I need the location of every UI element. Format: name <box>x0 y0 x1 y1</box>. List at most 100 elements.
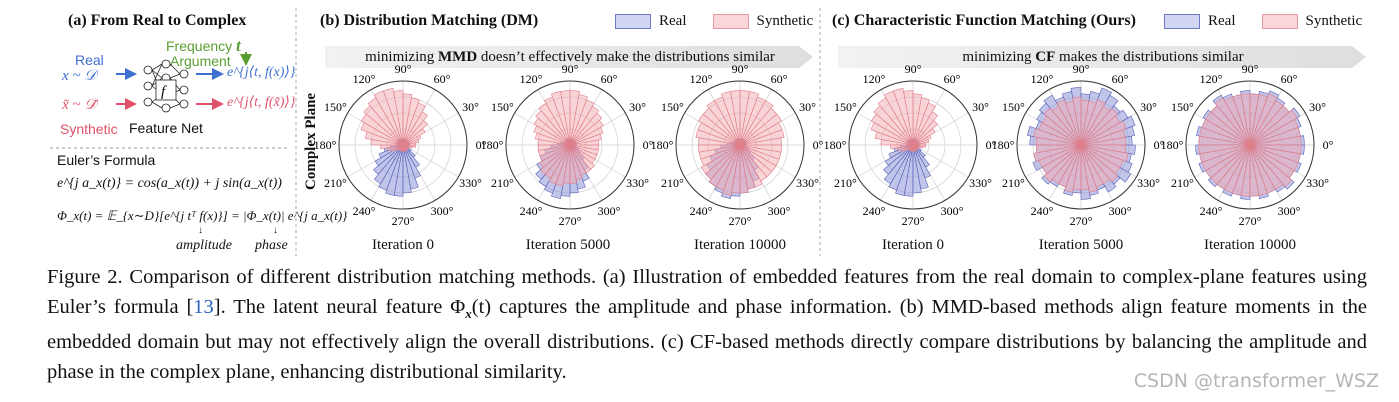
polar-bar-real <box>402 144 420 168</box>
polar-bar-synthetic <box>555 144 571 187</box>
polar-angle-label: 150° <box>1002 100 1025 114</box>
legend-b: Real Synthetic <box>615 13 813 30</box>
polar-outline <box>1016 80 1146 210</box>
polar-bar-synthetic <box>698 113 741 146</box>
polar-angle-label: 300° <box>598 204 621 218</box>
polar-angle-label: 30° <box>972 100 989 114</box>
polar-angle-label: 0° <box>643 138 654 152</box>
polar-angle-label: 180° <box>651 138 674 152</box>
polar-angle-label: 240° <box>353 204 376 218</box>
polar-angle-label: 210° <box>324 176 347 190</box>
caption-sub: x <box>465 305 472 321</box>
polar-bar-real <box>393 144 404 197</box>
polar-bar-synthetic <box>538 103 571 146</box>
polar-grid-spoke <box>402 144 459 178</box>
caption-text-1: Figure 2. Comparison of different distri… <box>47 266 1367 318</box>
figure-caption: Figure 2. Comparison of different distri… <box>47 263 1367 387</box>
synthetic-eq: x̃ ~ 𝒟̃ <box>62 97 97 113</box>
caption-text-2: ]. The latent neural feature Φ <box>213 295 466 318</box>
polar-angle-label: 150° <box>1171 100 1194 114</box>
polar-angle-label: 150° <box>661 100 684 114</box>
polar-angle-label: 240° <box>863 204 886 218</box>
polar-angle-label: 60° <box>944 72 961 86</box>
polar-angle-label: 150° <box>324 100 347 114</box>
polar-bar-synthetic <box>871 113 914 146</box>
banner-c-arrow <box>838 46 1366 68</box>
polar-angle-label: 90° <box>905 62 922 76</box>
iteration-label: Iteration 0 <box>881 237 945 253</box>
polar-angle-label: 240° <box>520 204 543 218</box>
panel-c-title: (c) Characteristic Function Matching (Ou… <box>832 12 1136 29</box>
polar-bar-synthetic <box>739 144 763 188</box>
polar-charts: 0° 30° 60° 90° 120° 150° 180° 210° 240° 270° 300° 3… <box>314 62 1334 228</box>
banner-b-bold: MMD <box>438 49 478 65</box>
polar-bar-synthetic <box>363 105 404 146</box>
polar-outline <box>675 80 805 210</box>
f-label: f <box>161 84 167 100</box>
polar-angle-label: 300° <box>768 204 791 218</box>
amplitude-arrow-icon: ↓ <box>198 225 203 236</box>
polar-angle-label: 90° <box>562 62 579 76</box>
polar-angle-label: 150° <box>834 100 857 114</box>
polar-bar-synthetic <box>870 122 914 146</box>
polar-angle-label: 30° <box>629 100 646 114</box>
polar-chart: 0° 30° 60° 90° 120° 150° 180° 210° 240° 270° 300° 3… <box>992 62 1165 228</box>
polar-bar-synthetic <box>533 125 571 146</box>
polar-angle-label: 330° <box>969 176 992 190</box>
polar-bar-synthetic <box>367 97 404 146</box>
polar-angle-label: 120° <box>690 72 713 86</box>
polar-bar-synthetic <box>402 144 417 148</box>
legend-synthetic-label: Synthetic <box>1305 13 1363 29</box>
polar-bar-synthetic <box>1080 120 1127 146</box>
iteration-label: Iteration 5000 <box>1038 237 1124 253</box>
polar-chart: 0° 30° 60° 90° 120° 150° 180° 210° 240° 270° 300° 3… <box>651 62 824 228</box>
polar-angle-label: 120° <box>353 72 376 86</box>
polar-bar-synthetic <box>1214 97 1251 146</box>
polar-bar-real <box>912 144 930 168</box>
polar-angle-label: 60° <box>1281 72 1298 86</box>
polar-bar-synthetic <box>912 144 927 148</box>
caption-citation-link[interactable]: 13 <box>193 295 214 318</box>
panel-b-title: (b) Distribution Matching (DM) <box>320 12 539 29</box>
polar-angle-label: 210° <box>661 176 684 190</box>
banner-b-pre: minimizing <box>365 49 439 65</box>
polar-angle-label: 270° <box>1239 214 1262 228</box>
legend-synthetic-swatch <box>712 14 749 29</box>
polar-angle-label: 270° <box>559 214 582 228</box>
polar-angle-label: 0° <box>813 138 824 152</box>
polar-angle-label: 210° <box>834 176 857 190</box>
polar-angle-label: 0° <box>986 138 997 152</box>
network-icon <box>143 59 189 113</box>
polar-bar-synthetic <box>880 139 914 146</box>
polar-angle-label: 150° <box>491 100 514 114</box>
polar-chart: 0° 30° 60° 90° 120° 150° 180° 210° 240° 270° 300° 3… <box>824 62 997 228</box>
phase-label: phase <box>255 238 288 253</box>
polar-bar-synthetic <box>1056 99 1082 146</box>
banner-b-post: doesn’t effectively make the distributio… <box>477 49 775 65</box>
phase-arrow-icon: ↓ <box>273 225 278 236</box>
polar-bar-synthetic <box>1043 107 1082 146</box>
polar-bar-synthetic <box>569 144 600 151</box>
polar-angle-label: 60° <box>771 72 788 86</box>
panel-a-title: (a) From Real to Complex <box>68 12 247 29</box>
polar-bar-synthetic <box>1080 144 1127 154</box>
polar-angle-label: 120° <box>1031 72 1054 86</box>
polar-angle-label: 240° <box>1031 204 1054 218</box>
polar-angle-label: 0° <box>1154 138 1165 152</box>
polar-angle-label: 120° <box>1200 72 1223 86</box>
polar-bar-synthetic <box>883 90 914 146</box>
banner-c-bold: CF <box>1035 49 1056 65</box>
polar-bar-synthetic <box>361 113 404 146</box>
polar-angle-label: 90° <box>1073 62 1090 76</box>
polar-angle-label: 60° <box>434 72 451 86</box>
polar-bar-synthetic <box>533 117 571 146</box>
polar-angle-label: 120° <box>520 72 543 86</box>
polar-angle-label: 330° <box>796 176 819 190</box>
polar-angle-label: 180° <box>1161 138 1184 152</box>
polar-grid-spoke <box>912 144 969 178</box>
polar-outline <box>338 80 468 210</box>
banner-c: minimizing CF makes the distributions si… <box>838 44 1368 70</box>
polar-bar-synthetic <box>1080 144 1129 162</box>
iteration-label: Iteration 10000 <box>693 237 787 253</box>
polar-angle-label: 90° <box>395 62 412 76</box>
